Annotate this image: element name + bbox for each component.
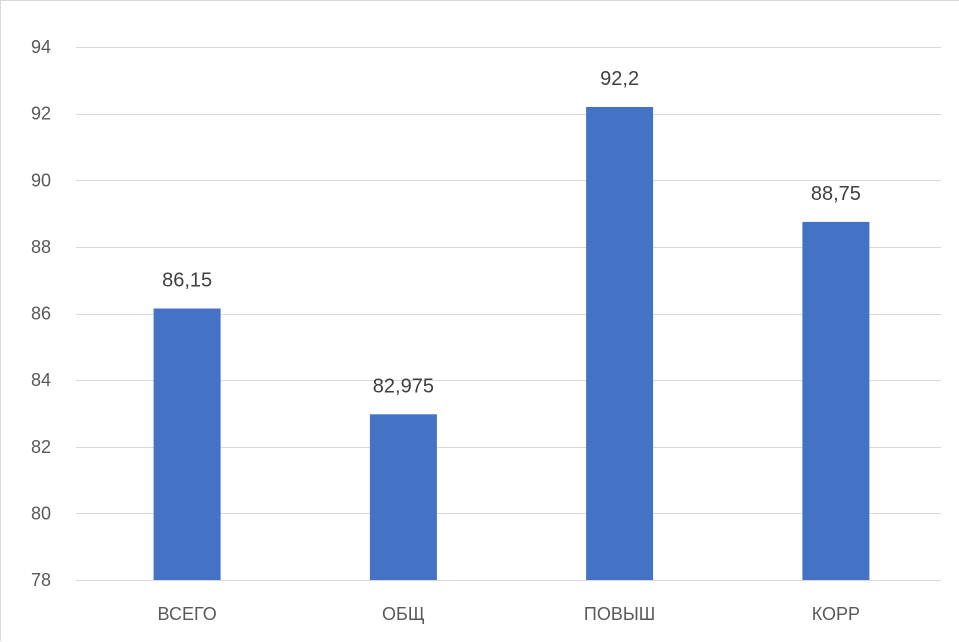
data-labels: 86,15 82,975 92,2 88,75	[162, 68, 861, 397]
y-tick-label: 88	[31, 237, 51, 257]
x-tick-label: ПОВЫШ	[584, 604, 655, 624]
x-tick-label: КОРР	[812, 604, 860, 624]
x-tick-label: ОБЩ	[382, 604, 425, 624]
bar-4[interactable]	[802, 221, 870, 580]
y-tick-label: 84	[31, 370, 51, 390]
bars	[153, 107, 870, 581]
y-tick-label: 80	[31, 503, 51, 523]
y-tick-label: 90	[31, 170, 51, 190]
x-axis-tick-labels: ВСЕГО ОБЩ ПОВЫШ КОРР	[158, 604, 860, 624]
data-label: 82,975	[373, 375, 434, 397]
bar-3[interactable]	[586, 107, 654, 580]
data-label: 86,15	[162, 270, 212, 292]
y-tick-label: 82	[31, 437, 51, 457]
data-label: 92,2	[600, 68, 639, 90]
data-label: 88,75	[811, 183, 861, 205]
x-tick-label: ВСЕГО	[158, 604, 217, 624]
y-tick-label: 86	[31, 304, 51, 324]
bar-2[interactable]	[369, 414, 437, 580]
y-axis-tick-labels: 78 80 82 84 86 88 90 92 94	[31, 37, 51, 590]
y-tick-label: 78	[31, 570, 51, 590]
y-tick-label: 94	[31, 37, 51, 57]
y-tick-label: 92	[31, 104, 51, 124]
bar-1[interactable]	[153, 308, 221, 581]
